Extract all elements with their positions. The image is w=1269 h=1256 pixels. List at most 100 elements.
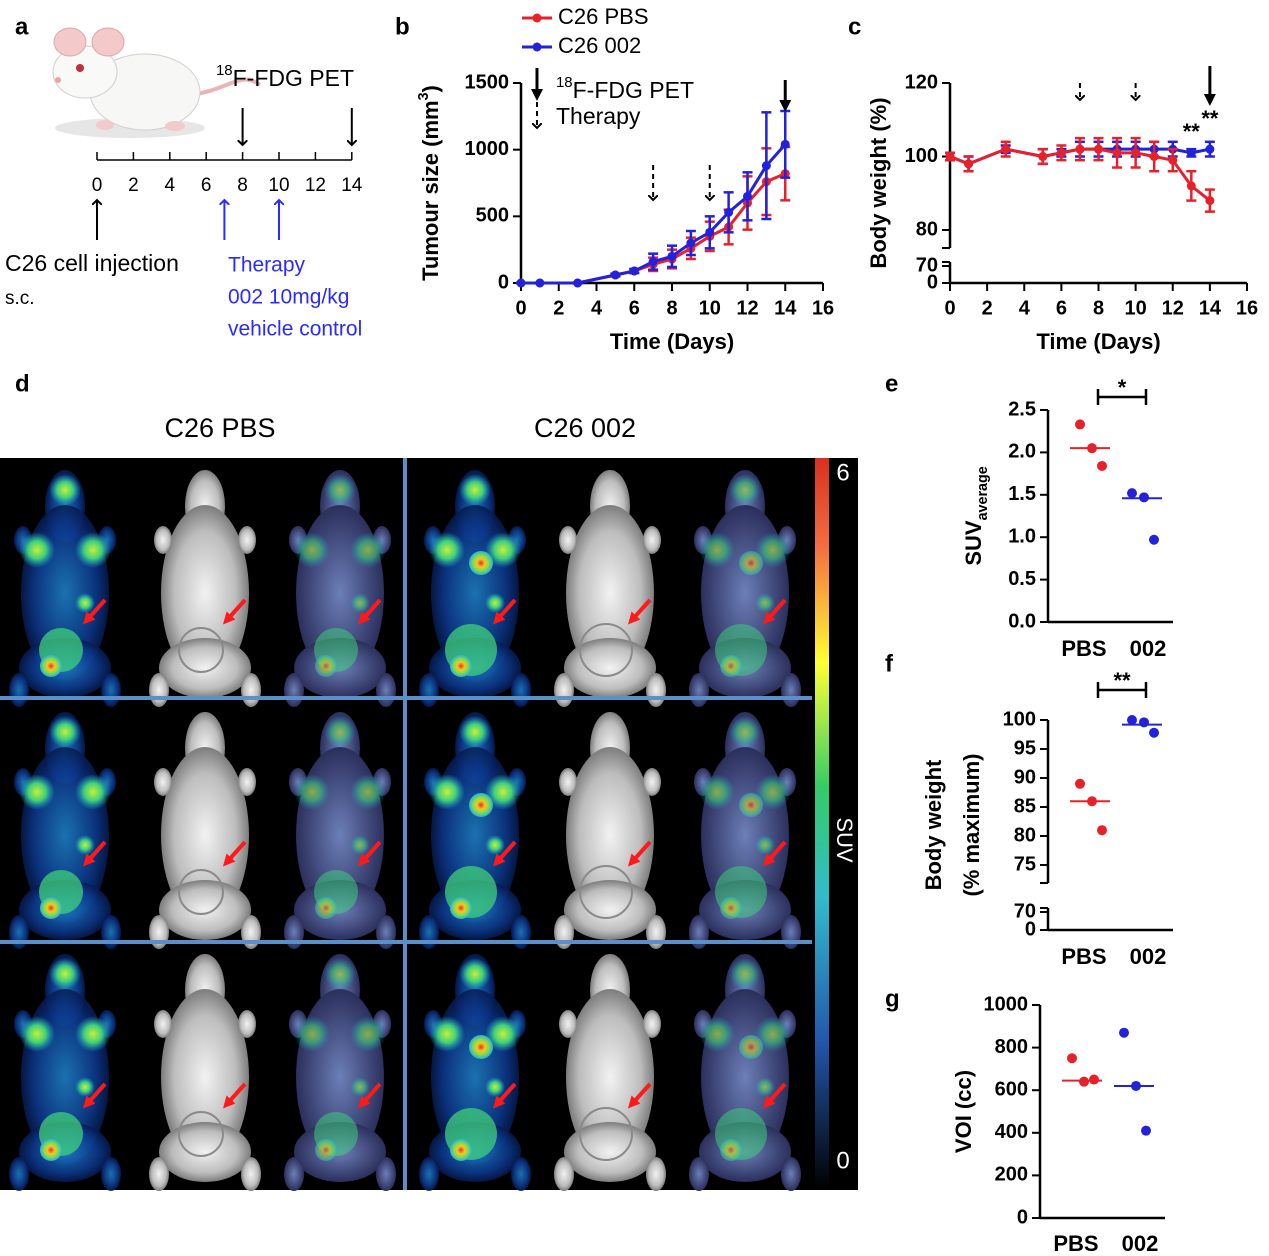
pet-label: 18F-FDG PET [216,62,354,91]
tumor-outline [178,627,224,673]
legend-marker [532,13,542,23]
uptake-blob [49,716,81,748]
mouse-body [159,1122,251,1182]
red-arrow [222,840,247,867]
x-tick-label: 12 [1162,297,1184,319]
mouse-image [419,954,531,1191]
uptake-hot [469,551,493,575]
uptake-blob [729,474,761,506]
uptake-blob [294,532,330,568]
bladder-uptake [450,655,472,677]
label-part: 3 [416,92,432,100]
injection-label: s.c. [5,288,35,309]
mouse-body [376,1157,396,1191]
y-tick-label: 100 [905,145,938,167]
point [1097,460,1107,471]
x-axis-title: Time (Days) [610,329,734,354]
legend-label: C26 002 [558,33,641,58]
uptake-blob [485,532,521,568]
uptake-blob [19,532,55,568]
y-axis-title: (% maximum) [959,753,984,896]
point [1056,148,1066,158]
uptake-blob [75,593,95,613]
mouse-body [149,673,169,707]
annotation: 18F-FDG PET [556,74,694,103]
y-tick-label: 0.0 [1008,610,1036,632]
mouse-body [284,1157,304,1191]
tumor-outline [579,623,633,677]
y-tick-label: 1.0 [1008,525,1036,547]
mouse-body [781,1157,801,1191]
annotation: Therapy [556,103,641,129]
panel-label: c [848,13,861,40]
red-arrow [357,598,382,625]
point [1149,727,1159,738]
label-part: 18 [216,62,233,79]
mouse-image [284,954,396,1191]
point [1141,1125,1151,1136]
point [1079,1076,1089,1087]
timeline-tick-label: 6 [201,175,212,196]
x-tick-label: 16 [1236,297,1258,319]
mouse-body [559,1010,577,1038]
timeline-tick-label: 10 [268,175,289,196]
column-title: C26 PBS [164,413,275,443]
mouse-image [419,470,531,707]
uptake-blob [324,474,356,506]
red-arrow [492,598,517,625]
red-arrow [627,1082,652,1109]
y-tick-label: 90 [1014,766,1036,788]
point [1075,419,1085,430]
y-tick-label: 0.5 [1008,568,1036,590]
colorbar [815,458,829,1190]
y-tick-label: 70 [1014,900,1036,922]
point [1119,1027,1129,1038]
uptake-blob [49,958,81,990]
point [705,227,715,237]
mouse-body [241,673,261,707]
red-arrow [222,598,247,625]
uptake-blob [75,835,95,855]
mouse-body [101,1157,121,1191]
y-tick-label: 600 [995,1078,1028,1100]
x-axis-title: Time (Days) [1036,329,1160,354]
y-tick-label: 400 [995,1121,1028,1143]
bladder-uptake [720,1139,742,1161]
point [1094,144,1103,154]
panel-label: e [885,370,898,397]
x-tick-label: 8 [666,297,677,319]
point [1131,148,1141,158]
point [1075,778,1085,789]
red-arrow [82,598,107,625]
y-tick-label: 85 [1014,795,1036,817]
point [1186,148,1196,158]
uptake-blob [485,774,521,810]
point [945,152,955,161]
x-tick-label: 0 [515,297,526,319]
point [743,191,752,201]
x-tick-label: 14 [1199,297,1222,319]
mouse-image [689,712,801,949]
y-tick-label: 1.5 [1008,483,1036,505]
y-tick-label: 75 [1014,853,1036,875]
x-tick-label: 12 [736,297,758,319]
uptake-blob [485,835,505,855]
uptake-blob [485,1016,521,1052]
label-part: ) [418,85,443,92]
mouse-image [689,470,801,707]
injection-label: C26 cell injection [5,250,179,276]
mouse-body [643,526,661,554]
label-part: F-FDG PET [573,77,694,103]
bladder-uptake [315,897,337,919]
red-arrow [627,598,652,625]
bladder-uptake [450,897,472,919]
uptake-blob [75,532,111,568]
mouse-image [554,470,666,707]
uptake-blob [350,593,370,613]
y-axis-title: Tumour size (mm3) [416,85,443,281]
bladder-uptake [315,1139,337,1161]
mouse-body [9,1157,29,1191]
point [1038,152,1048,161]
panel-label: d [15,370,30,397]
x-tick-label: 8 [1093,297,1104,319]
